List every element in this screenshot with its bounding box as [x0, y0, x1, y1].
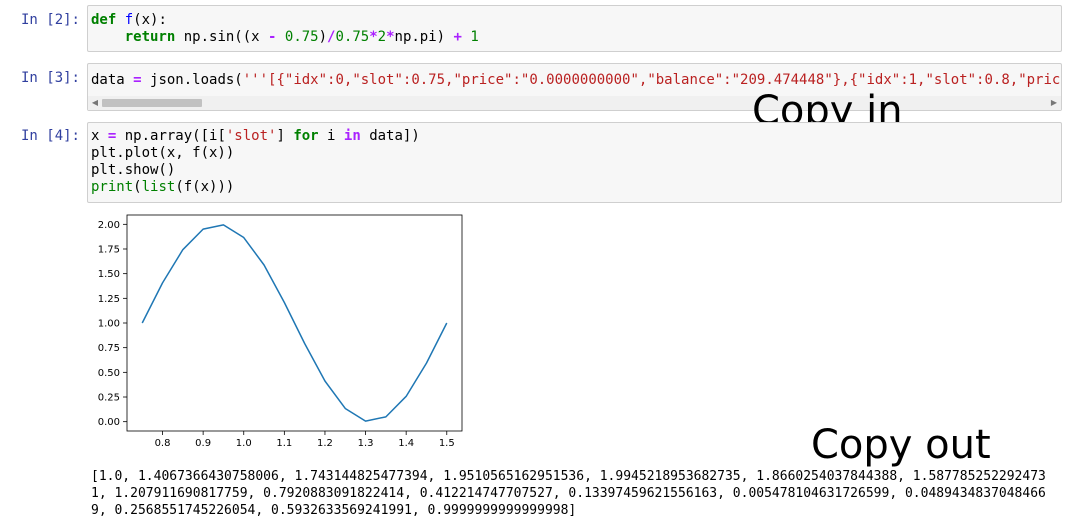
code-token: list [141, 179, 176, 195]
code-token: np.array([i[ [116, 128, 226, 144]
code-token [91, 29, 125, 45]
code-token: x [91, 128, 108, 144]
code-token: plt.plot(x, f(x)) [91, 145, 235, 161]
x-tick-label: 1.0 [236, 438, 252, 449]
print-output: [1.0, 1.4067366430758006, 1.743144825477… [91, 469, 1046, 518]
code-line: plt.plot(x, f(x)) [91, 145, 1061, 162]
code-token: ( [133, 179, 142, 195]
x-tick-label: 0.9 [195, 438, 211, 449]
x-tick-label: 0.8 [155, 438, 171, 449]
code-token: / [327, 29, 336, 45]
y-tick-label: 1.75 [98, 244, 120, 255]
code-token: 1 [470, 29, 479, 45]
copy-out-label: Copy out [811, 422, 991, 468]
scroll-right-icon[interactable]: ▶ [1050, 98, 1058, 107]
code-line: print(list(f(x))) [91, 179, 1061, 196]
code-line: x = np.array([i['slot'] for i in data]) [91, 128, 1061, 145]
scroll-left-icon[interactable]: ◀ [91, 98, 99, 107]
code-cell-1[interactable]: def f(x): return np.sin((x - 0.75)/0.75*… [87, 5, 1062, 52]
cell-prompt: In [2]: [20, 12, 80, 28]
code-token: print [91, 179, 134, 195]
y-tick-label: 2.00 [98, 220, 120, 231]
code-token: ] [276, 128, 294, 144]
code-token: - [268, 29, 277, 45]
code-token: i [318, 128, 344, 144]
code-line: def f(x): [91, 12, 1061, 29]
code-token: '''[{"idx":0,"slot":0.75,"price":"0.0000… [242, 72, 1061, 88]
code-line: data = json.loads('''[{"idx":0,"slot":0.… [91, 72, 1061, 89]
code-editor[interactable]: x = np.array([i['slot'] for i in data]) p… [88, 123, 1061, 196]
code-token [276, 29, 284, 45]
code-token [116, 12, 124, 28]
code-token: 0.75 [335, 29, 370, 45]
x-tick-label: 1.4 [398, 438, 414, 449]
series-line [141, 224, 448, 422]
y-tick-label: 1.00 [98, 319, 120, 330]
code-token: plt.show() [91, 162, 176, 178]
x-tick-label: 1.5 [439, 438, 455, 449]
code-token: np.sin((x [175, 29, 269, 45]
x-tick-label: 1.3 [358, 438, 374, 449]
horizontal-scrollbar[interactable]: ◀ ▶ [88, 96, 1061, 110]
code-line: plt.show() [91, 162, 1061, 179]
x-tick-label: 1.2 [317, 438, 333, 449]
code-token: json.loads( [141, 72, 243, 88]
y-tick-label: 1.25 [98, 294, 120, 305]
y-tick-label: 0.00 [98, 417, 120, 428]
code-editor[interactable]: data = json.loads('''[{"idx":0,"slot":0.… [88, 64, 1061, 89]
code-token: = [133, 72, 142, 88]
x-tick-label: 1.1 [276, 438, 292, 449]
cell-prompt: In [4]: [20, 128, 80, 144]
y-tick-label: 0.50 [98, 368, 120, 379]
code-token: def [91, 12, 117, 28]
scrollbar-thumb[interactable] [102, 99, 202, 107]
code-token: for [293, 128, 319, 144]
y-tick-label: 1.50 [98, 269, 120, 280]
y-tick-label: 0.75 [98, 343, 120, 354]
code-line: return np.sin((x - 0.75)/0.75*2*np.pi) +… [91, 29, 1061, 46]
code-token: 2 [377, 29, 387, 45]
code-cell-3[interactable]: x = np.array([i['slot'] for i in data]) p… [87, 122, 1062, 203]
line-plot: 0.8 0.9 1.0 1.1 1.2 1.3 1.4 1.5 0.00 0.25 0.50 0.75… [98, 214, 463, 449]
code-cell-2[interactable]: data = json.loads('''[{"idx":0,"slot":0.… [87, 63, 1062, 111]
code-token: + [453, 29, 462, 45]
code-token: return [124, 29, 176, 45]
code-token: = [107, 128, 117, 144]
code-token: (f(x))) [175, 179, 235, 195]
code-token: 0.75 [284, 29, 319, 45]
code-token: 'slot' [225, 128, 277, 144]
code-token: (x): [133, 12, 167, 28]
code-token: * [369, 29, 378, 45]
code-token: in [343, 128, 361, 144]
code-token: * [386, 29, 395, 45]
cell-prompt: In [3]: [20, 70, 80, 86]
code-token: f [124, 12, 134, 28]
code-editor[interactable]: def f(x): return np.sin((x - 0.75)/0.75*… [88, 6, 1061, 46]
code-token: ) [318, 29, 328, 45]
code-token: data]) [360, 128, 420, 144]
code-token: np.pi) [394, 29, 454, 45]
code-token: data [91, 72, 134, 88]
y-tick-label: 0.25 [98, 393, 120, 404]
